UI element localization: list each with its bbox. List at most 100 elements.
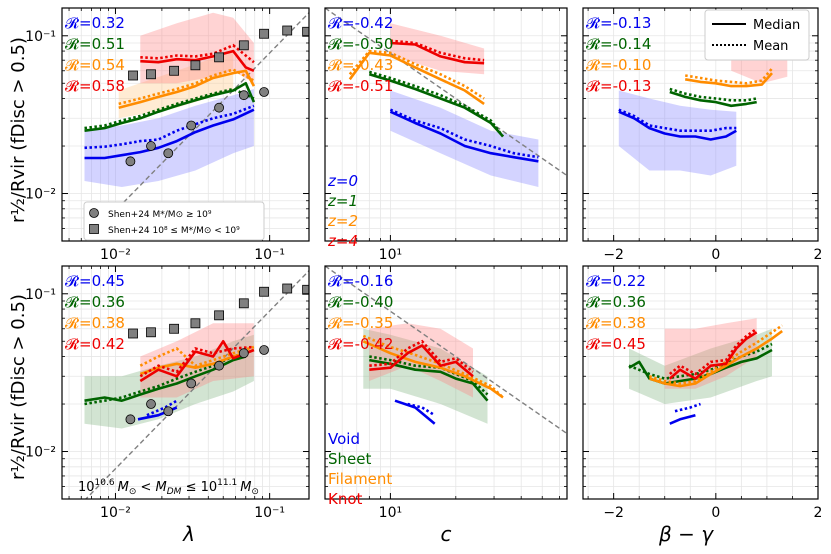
ticks: −2 0 2: [583, 8, 822, 263]
mean-line-z1: [368, 70, 505, 138]
environment-label: Sheet: [328, 450, 371, 468]
mean-line-z2: [118, 68, 255, 106]
correlation-label: 𝓡=0.22: [586, 272, 646, 290]
ticks: 10⁻² 10⁻¹ 10⁻² 10⁻¹: [25, 266, 309, 521]
shen24-square-point: [146, 327, 156, 338]
panel-top-mid: 10¹ 𝓡=-0.42 𝓡=-0.50 𝓡=-0.43 𝓡=-0.51 z=0 z=1 z=2…: [324, 7, 568, 263]
x-tick-label: 2: [814, 247, 823, 263]
shen24-circle-point: [214, 360, 224, 371]
correlation-label: 𝓡=0.45: [586, 335, 646, 353]
shen24-circle-point: [259, 345, 269, 355]
band-sheet: [363, 328, 488, 424]
ylabel-bottom: r½/Rvir (fDisc > 0.5): [8, 294, 29, 480]
xlabel-c: c: [441, 522, 452, 546]
band-sheet: [84, 334, 254, 429]
plot-area: [84, 270, 309, 499]
plot-area: [618, 29, 788, 176]
shen24-circle-point: [146, 141, 156, 151]
median-line-knot: [369, 344, 474, 378]
mean-line-z4: [140, 43, 255, 64]
ticks: 10⁻² 10⁻¹ 10⁻² 10⁻¹: [25, 8, 309, 263]
correlation-label: 𝓡=-0.51: [328, 77, 393, 95]
band-knot: [140, 323, 254, 398]
shen24-square-point: [128, 70, 138, 81]
median-line-filament: [362, 340, 504, 399]
panel-bottom-right: −2 0 2 𝓡=0.22 𝓡=0.36 𝓡=0.38 𝓡=0.45: [582, 265, 822, 521]
correlation-label: 𝓡=-0.50: [328, 35, 393, 53]
shen24-circle-point: [186, 120, 197, 131]
median-line-z2: [684, 72, 773, 88]
legend-shen24: Shen+24 M*/M⊙ ≥ 10⁹ Shen+24 10⁸ ≤ M*/M⊙ …: [83, 201, 265, 241]
shen24-circle-point: [238, 348, 249, 359]
median-line-z1: [84, 82, 256, 132]
axes-frame: [582, 265, 819, 500]
median-line-z2: [348, 51, 485, 105]
correlation-label: 𝓡=0.38: [586, 314, 646, 332]
shen24-square-point: [259, 28, 269, 39]
ylabel-top: r½/Rvir (fDisc > 0.5): [8, 37, 29, 223]
correlation-label: 𝓡=0.38: [65, 314, 125, 332]
median-line-z4: [390, 41, 485, 65]
xlabel-lambda: λ: [182, 522, 195, 546]
shen24-square-point: [214, 310, 224, 321]
shen24-square-point: [214, 52, 224, 63]
correlation-label: 𝓡=-0.42: [328, 14, 393, 32]
median-line-knot: [668, 331, 758, 380]
median-line-z0: [389, 110, 539, 163]
band-knot: [369, 323, 473, 398]
ticks: 10¹: [324, 266, 567, 521]
correlation-label: 𝓡=0.45: [65, 272, 125, 290]
median-line-filament: [649, 330, 783, 388]
axes-frame: [61, 265, 310, 500]
shen24-square-point: [190, 318, 201, 329]
correlation-label: 𝓡=-0.40: [328, 293, 393, 311]
shen24-circle-point: [259, 87, 269, 97]
correlation-label: 𝓡=-0.10: [586, 56, 651, 74]
environment-label: Knot: [328, 490, 363, 508]
plot-area: [325, 8, 567, 187]
band-z0: [618, 90, 737, 176]
correlation-label: 𝓡=-0.14: [586, 35, 651, 53]
shen24-circle-point: [163, 406, 174, 417]
correlation-label: 𝓡=-0.13: [586, 14, 651, 32]
mean-line-z1: [669, 87, 757, 102]
mean-line-z1: [84, 87, 255, 130]
legend-line-styles: Median Mean: [704, 9, 810, 61]
shen24-circle-point: [163, 148, 174, 159]
ticks: 10¹: [324, 8, 567, 263]
median-line-z1: [669, 90, 757, 108]
mean-line-filament: [139, 345, 255, 368]
mean-line-void: [674, 402, 701, 413]
x-tick-label: 10⁻¹: [254, 247, 285, 263]
shen24-circle-point: [214, 102, 224, 113]
plot-area: [628, 318, 783, 425]
shen24-square-point: [302, 284, 309, 295]
x-tick-label: 10¹: [379, 247, 402, 263]
mean-line-z2: [348, 49, 485, 100]
y-tick-label: 10⁻²: [25, 445, 56, 461]
band-z0: [390, 90, 539, 187]
shen24-square-point: [238, 40, 249, 51]
median-line-z4: [140, 49, 255, 72]
shen24-circle-point: [186, 378, 197, 389]
mean-line-knot: [139, 345, 254, 378]
correlation-label: 𝓡=-0.43: [328, 56, 393, 74]
axes-frame: [324, 7, 568, 242]
redshift-label: z=1: [327, 192, 358, 210]
shen24-square-point: [169, 65, 179, 76]
shen24-circle-point: [146, 399, 156, 409]
median-line-z2: [118, 69, 256, 109]
correlation-label: 𝓡=0.54: [65, 56, 125, 74]
x-tick-label: 10⁻²: [100, 505, 131, 521]
y-tick-label: 10⁻¹: [25, 29, 56, 45]
mean-line-z4: [390, 39, 485, 62]
correlation-label: 𝓡=0.32: [65, 14, 125, 32]
shen24-square-point: [146, 69, 156, 80]
band-z4: [390, 23, 485, 75]
shen24-square-point: [302, 26, 309, 37]
panel-bottom-mid: 10¹ 𝓡=-0.16 𝓡=-0.40 𝓡=-0.35 𝓡=-0.42 Void Sheet…: [324, 265, 568, 521]
legend-shen-square: Shen+24 10⁸ ≤ M*/M⊙ < 10⁹: [108, 226, 240, 236]
plot-area: [325, 266, 567, 435]
y-tick-label: 10⁻²: [25, 187, 56, 203]
